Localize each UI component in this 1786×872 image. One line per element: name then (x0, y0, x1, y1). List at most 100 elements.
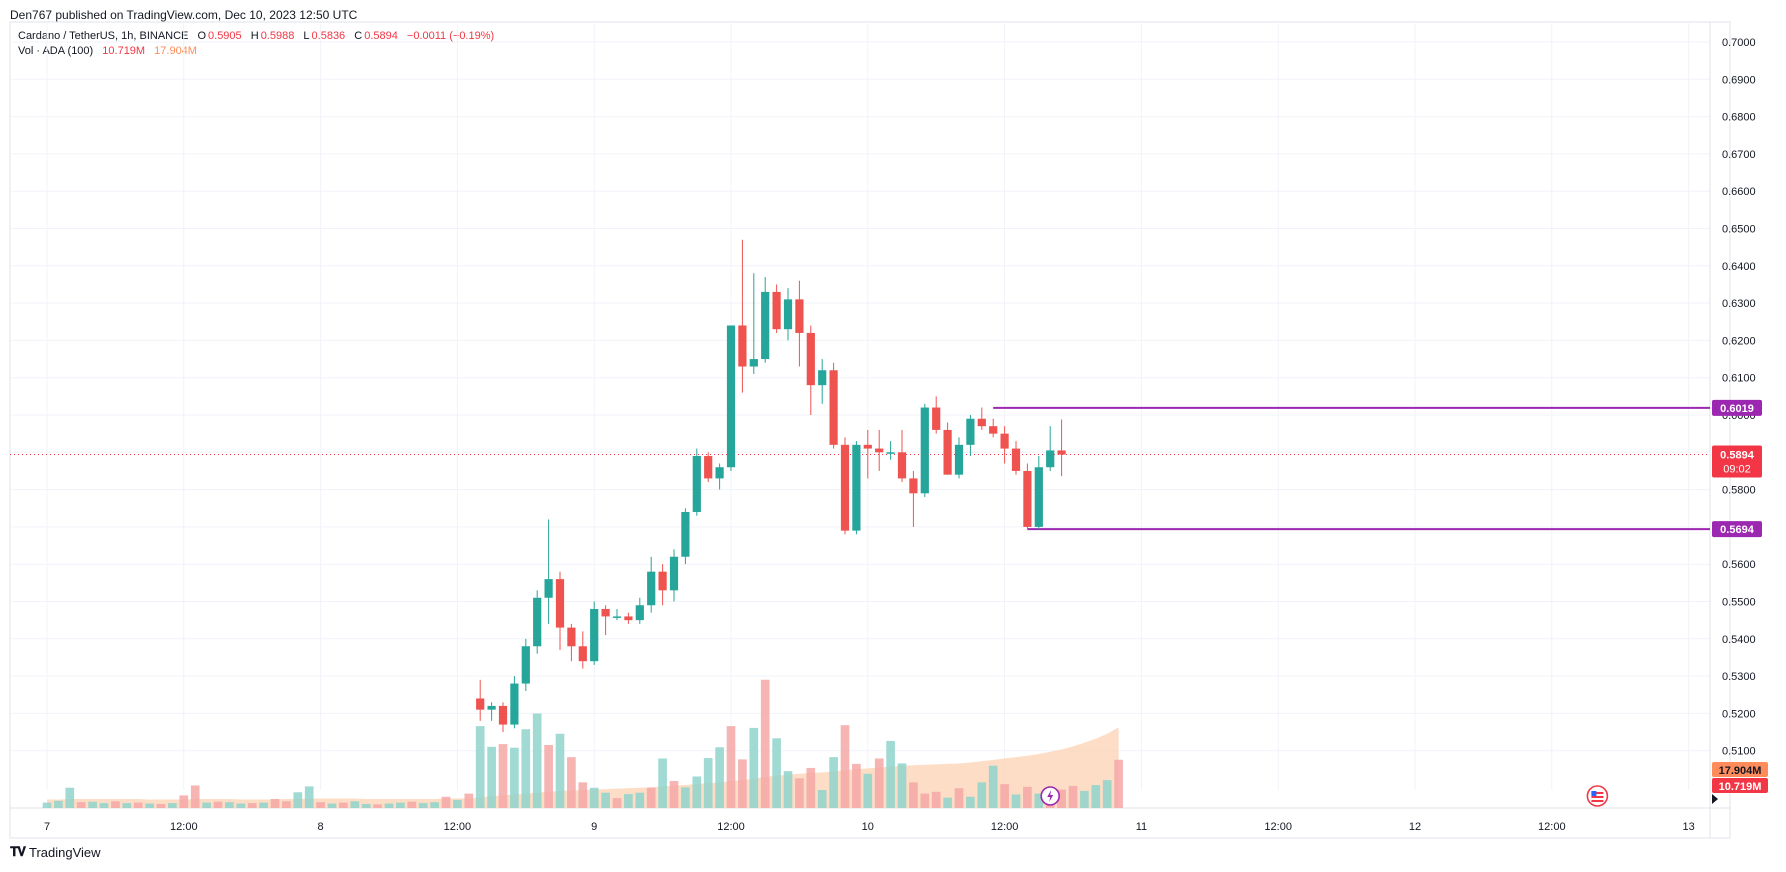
candle-body (590, 608, 599, 662)
volume-bar (339, 802, 348, 808)
volume-bar (589, 787, 599, 808)
volume-bar (920, 793, 930, 808)
volume-bar (475, 726, 485, 808)
candle-body (840, 444, 850, 531)
volume-bar (247, 803, 257, 808)
volume-bar (156, 803, 166, 808)
candle-body (567, 627, 576, 647)
y-tick-label: 0.6200 (1722, 335, 1756, 347)
volume-ma-area (47, 727, 1119, 808)
volume-axis-label-bg (1712, 778, 1768, 793)
volume-bar (532, 713, 542, 808)
y-tick-label: 0.5100 (1722, 746, 1756, 758)
volume-bar (601, 792, 610, 808)
volume-bar (99, 803, 109, 808)
volume-bar (521, 729, 531, 808)
plot-border (9, 21, 1731, 839)
volume-bar (179, 795, 189, 808)
volume-indicator-label[interactable]: Vol · ADA (100) (18, 45, 94, 57)
high-label: H (250, 30, 259, 42)
volume-bar (897, 763, 907, 808)
y-tick-label: 0.5300 (1722, 671, 1756, 683)
close-value: 0.5894 (364, 30, 398, 42)
candle-body (704, 456, 713, 479)
brand-name: TradingView (29, 844, 101, 860)
level-label: 0.6019 (1720, 403, 1754, 415)
candle-body (533, 597, 542, 647)
close-label: C (354, 30, 363, 42)
candle-body (624, 616, 633, 621)
candle-body (795, 299, 804, 333)
y-tick-label: 0.6800 (1722, 112, 1756, 124)
y-tick-label: 0.5800 (1722, 485, 1756, 497)
volume-bar (430, 802, 439, 808)
volume-bar (988, 765, 998, 808)
change-value: −0.0011 (−0.19%) (406, 30, 495, 42)
x-tick-label: 12:00 (1538, 821, 1566, 833)
y-tick-label: 0.5400 (1722, 634, 1756, 646)
candle-body (863, 444, 872, 449)
x-tick-label: 12:00 (1264, 821, 1292, 833)
volume-bar (327, 803, 337, 808)
candle-body (783, 299, 793, 330)
candle-body (749, 359, 758, 367)
low-label: L (303, 30, 310, 42)
volume-bar (646, 787, 656, 808)
volume-bar (931, 791, 941, 808)
level-label-bg (1712, 399, 1762, 416)
level-label-bg (1712, 521, 1762, 538)
candle-body (829, 370, 838, 445)
y-tick-label: 0.5500 (1722, 597, 1756, 609)
x-tick-label: 13 (1682, 821, 1694, 833)
volume-bar (418, 803, 428, 808)
volume-bar (316, 802, 325, 808)
volume-bar (168, 803, 177, 808)
volume-bar (133, 802, 143, 808)
volume-value: 10.719M (102, 45, 146, 57)
open-value: 0.5905 (208, 30, 242, 42)
candle-body (818, 370, 827, 386)
volume-bar (817, 790, 827, 808)
candle-body (555, 579, 565, 628)
volume-bar (145, 803, 154, 808)
volume-bar (840, 725, 850, 808)
current-price-label: 0.5894 (1720, 450, 1755, 462)
volume-bar (1034, 793, 1044, 808)
low-value: 0.5836 (311, 30, 346, 42)
volume-bar (293, 792, 303, 808)
open-label: O (197, 30, 207, 42)
volume-bar (909, 782, 918, 808)
x-tick-label: 9 (591, 821, 597, 833)
volume-bar (225, 802, 234, 808)
volume-bar (977, 782, 987, 808)
y-tick-label: 0.6600 (1722, 186, 1756, 198)
tradingview-brand[interactable]: 𝐓𝐕 TradingView (10, 844, 101, 860)
y-tick-label: 0.6400 (1722, 261, 1756, 273)
volume-bar (738, 759, 747, 808)
volume-bar (304, 786, 314, 808)
candle-body (954, 444, 964, 475)
candle-body (1057, 450, 1066, 455)
countdown-label: 09:02 (1723, 464, 1751, 476)
flag-stripe (1591, 792, 1604, 794)
volume-bar (259, 802, 268, 808)
volume-bar (65, 787, 75, 808)
volume-bar (487, 746, 496, 808)
volume-bar (453, 799, 462, 808)
volume-bar (1068, 785, 1078, 808)
volume-bar (407, 801, 417, 808)
level-label: 0.5694 (1720, 524, 1755, 536)
volume-bar (1080, 790, 1089, 808)
volume-bar (795, 778, 804, 808)
ohlc-legend: Cardano / TetherUS, 1h, BINANCE O 0.5905 … (18, 30, 496, 42)
y-tick-label: 0.7000 (1722, 37, 1756, 49)
volume-bar (772, 738, 781, 808)
symbol-label[interactable]: Cardano / TetherUS, 1h, BINANCE (18, 30, 189, 42)
volume-bar (726, 726, 736, 808)
volume-bar (567, 757, 576, 808)
volume-bar (373, 804, 382, 808)
volume-axis-label: 17.904M (1719, 765, 1762, 777)
candle-body (1000, 433, 1009, 449)
volume-bar (749, 727, 759, 808)
